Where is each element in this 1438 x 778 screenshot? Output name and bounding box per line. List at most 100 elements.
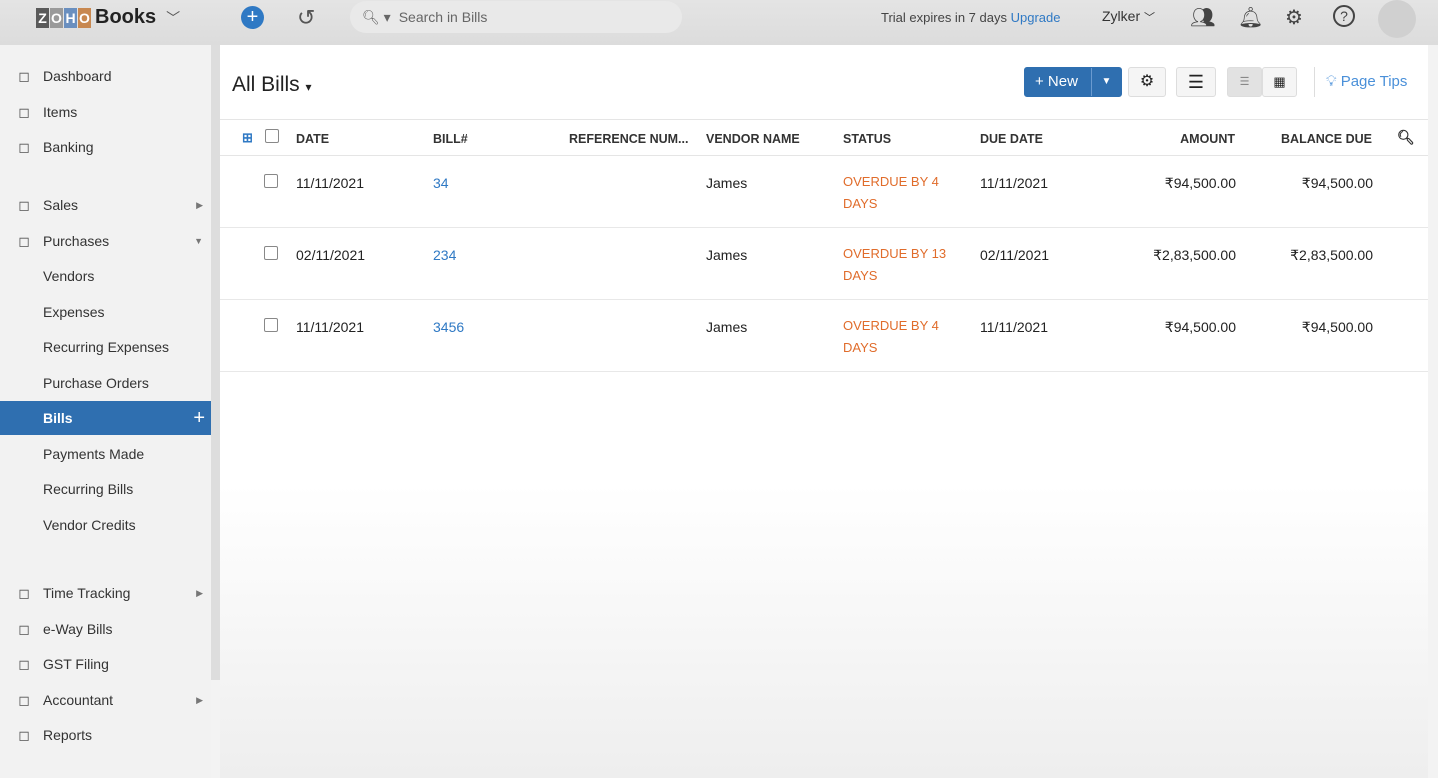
table-header: ⊞ DATE BILL# REFERENCE NUM... VENDOR NAM… xyxy=(220,119,1428,156)
zoho-books-logo[interactable]: Z O H O Books ﹀ xyxy=(36,6,180,29)
sidebar-scrollbar[interactable] xyxy=(211,45,220,680)
column-bill[interactable]: BILL# xyxy=(433,132,468,146)
bill-date: 11/11/2021 xyxy=(296,319,364,335)
sidebar-item-label: GST Filing xyxy=(43,656,109,672)
gear-icon: ⚙ xyxy=(1139,73,1155,90)
sidebar-item-label: e-Way Bills xyxy=(43,621,113,637)
divider xyxy=(1314,67,1315,97)
sidebar-item-purchases[interactable]: ◻ Purchases ▼ xyxy=(0,224,211,258)
column-chooser-icon[interactable]: ⊞ xyxy=(242,130,253,145)
chevron-icon: ▶ xyxy=(196,587,203,598)
sidebar-item-banking[interactable]: ◻ Banking xyxy=(0,130,211,164)
balance-due: ₹94,500.00 xyxy=(1301,319,1373,335)
sidebar-item-expenses[interactable]: Expenses xyxy=(0,295,211,329)
list-view-button[interactable]: ☰ xyxy=(1227,67,1262,97)
add-bill-icon[interactable]: + xyxy=(193,406,205,429)
sidebar-item-payments-made[interactable]: Payments Made xyxy=(0,437,211,471)
sidebar-item-time-tracking[interactable]: ◻ Time Tracking ▶ xyxy=(0,576,211,610)
sidebar-item-gst-filing[interactable]: ◻ GST Filing xyxy=(0,647,211,681)
bill-date: 11/11/2021 xyxy=(296,175,364,191)
document-icon: ◻ xyxy=(18,655,30,672)
gear-icon[interactable]: ⚙ xyxy=(1285,7,1303,29)
list-icon: ☰ xyxy=(1239,76,1250,88)
sidebar-item-recurring-bills[interactable]: Recurring Bills xyxy=(0,472,211,506)
lightbulb-icon: 💡︎ xyxy=(1326,73,1337,90)
sidebar-item-vendor-credits[interactable]: Vendor Credits xyxy=(0,508,211,542)
org-switcher[interactable]: Zylker ﹀ xyxy=(1102,8,1155,25)
chart-icon: ◻ xyxy=(18,726,30,743)
sidebar-item-vendors[interactable]: Vendors xyxy=(0,259,211,293)
users-icon[interactable]: 👥︎ xyxy=(1190,7,1216,29)
row-checkbox[interactable] xyxy=(264,246,278,260)
bill-number-link[interactable]: 234 xyxy=(433,247,457,263)
quick-create-icon[interactable]: + xyxy=(241,6,264,29)
bill-number-link[interactable]: 34 xyxy=(433,175,449,191)
sidebar-item-label: Recurring Bills xyxy=(43,481,134,497)
column-amount[interactable]: AMOUNT xyxy=(1180,132,1235,146)
logo-letter: H xyxy=(64,7,77,28)
table-row[interactable]: 11/11/2021 3456 James OVERDUE BY 4 DAYS … xyxy=(220,300,1428,372)
sidebar-item-label: Items xyxy=(43,104,78,120)
sidebar-item-e-way-bills[interactable]: ◻ e-Way Bills xyxy=(0,612,211,646)
page-title: All Bills xyxy=(232,73,300,96)
sidebar-item-items[interactable]: ◻ Items xyxy=(0,95,211,129)
sidebar-item-label: Bills xyxy=(43,410,73,426)
chevron-icon: ▶ xyxy=(196,694,203,705)
trial-notice: Trial expires in 7 days Upgrade xyxy=(881,10,1060,25)
sidebar-item-label: Vendors xyxy=(43,268,95,284)
bill-number-link[interactable]: 3456 xyxy=(433,319,465,335)
column-vendor[interactable]: VENDOR NAME xyxy=(706,132,800,146)
history-icon[interactable]: ↺ xyxy=(297,5,316,30)
search-placeholder: Search in Bills xyxy=(398,9,488,25)
chevron-down-icon[interactable]: ﹀ xyxy=(166,9,181,26)
sidebar-item-label: Time Tracking xyxy=(43,585,131,601)
page-tips-link[interactable]: 💡︎ Page Tips xyxy=(1326,73,1407,90)
logo-letter: O xyxy=(78,7,91,28)
settings-button[interactable]: ⚙ xyxy=(1128,67,1166,97)
search-icon[interactable]: 🔍︎ xyxy=(1397,129,1415,145)
column-due-date[interactable]: DUE DATE xyxy=(980,132,1043,146)
upgrade-link[interactable]: Upgrade xyxy=(1010,10,1061,25)
avatar[interactable] xyxy=(1378,0,1416,38)
row-checkbox[interactable] xyxy=(264,174,278,188)
column-balance-due[interactable]: BALANCE DUE xyxy=(1281,132,1372,146)
sidebar-item-sales[interactable]: ◻ Sales ▶ xyxy=(0,188,211,222)
calendar-view-button[interactable]: ▦ xyxy=(1262,67,1297,97)
view-selector[interactable]: All Bills ▾ xyxy=(232,73,312,97)
timer-icon: ◻ xyxy=(18,584,30,601)
select-all-checkbox[interactable] xyxy=(265,129,279,143)
sidebar-item-purchase-orders[interactable]: Purchase Orders xyxy=(0,366,211,400)
vendor-name: James xyxy=(706,247,748,263)
search-icon: 🔍︎ ▾ xyxy=(362,8,391,25)
due-date: 02/11/2021 xyxy=(980,247,1050,263)
sidebar-item-label: Expenses xyxy=(43,304,105,320)
sidebar-item-label: Purchase Orders xyxy=(43,375,149,391)
search-input[interactable]: 🔍︎ ▾ Search in Bills xyxy=(350,1,682,33)
dashboard-icon: ◻ xyxy=(18,67,30,84)
sidebar-item-bills[interactable]: Bills + xyxy=(0,401,211,435)
sidebar-item-label: Dashboard xyxy=(43,68,112,84)
sidebar-item-dashboard[interactable]: ◻ Dashboard xyxy=(0,59,211,93)
help-icon[interactable]: ? xyxy=(1333,5,1355,27)
more-menu-button[interactable]: ☰ xyxy=(1176,67,1216,97)
bell-icon[interactable]: 🔔︎ xyxy=(1238,7,1264,29)
column-date[interactable]: DATE xyxy=(296,132,330,146)
new-button[interactable]: + New ▼ xyxy=(1024,67,1122,97)
column-status[interactable]: STATUS xyxy=(843,132,892,146)
column-reference[interactable]: REFERENCE NUM... xyxy=(569,132,689,146)
sidebar-item-reports[interactable]: ◻ Reports xyxy=(0,718,211,752)
sidebar-item-label: Recurring Expenses xyxy=(43,339,170,355)
table-row[interactable]: 02/11/2021 234 James OVERDUE BY 13 DAYS … xyxy=(220,228,1428,300)
row-checkbox[interactable] xyxy=(264,318,278,332)
table-row[interactable]: 11/11/2021 34 James OVERDUE BY 4 DAYS 11… xyxy=(220,156,1428,228)
new-label: + New xyxy=(1035,73,1078,90)
sidebar-item-label: Banking xyxy=(43,139,94,155)
sidebar-item-label: Sales xyxy=(43,197,79,213)
bank-icon: ◻ xyxy=(18,138,30,155)
new-dropdown-button[interactable]: ▼ xyxy=(1091,68,1121,96)
top-bar: Z O H O Books ﹀ + ↺ 🔍︎ ▾ Search in Bills … xyxy=(0,0,1438,45)
sidebar-item-recurring-expenses[interactable]: Recurring Expenses xyxy=(0,330,211,364)
sidebar-item-accountant[interactable]: ◻ Accountant ▶ xyxy=(0,683,211,717)
page-tips-label: Page Tips xyxy=(1340,73,1408,90)
user-icon: ◻ xyxy=(18,691,30,708)
